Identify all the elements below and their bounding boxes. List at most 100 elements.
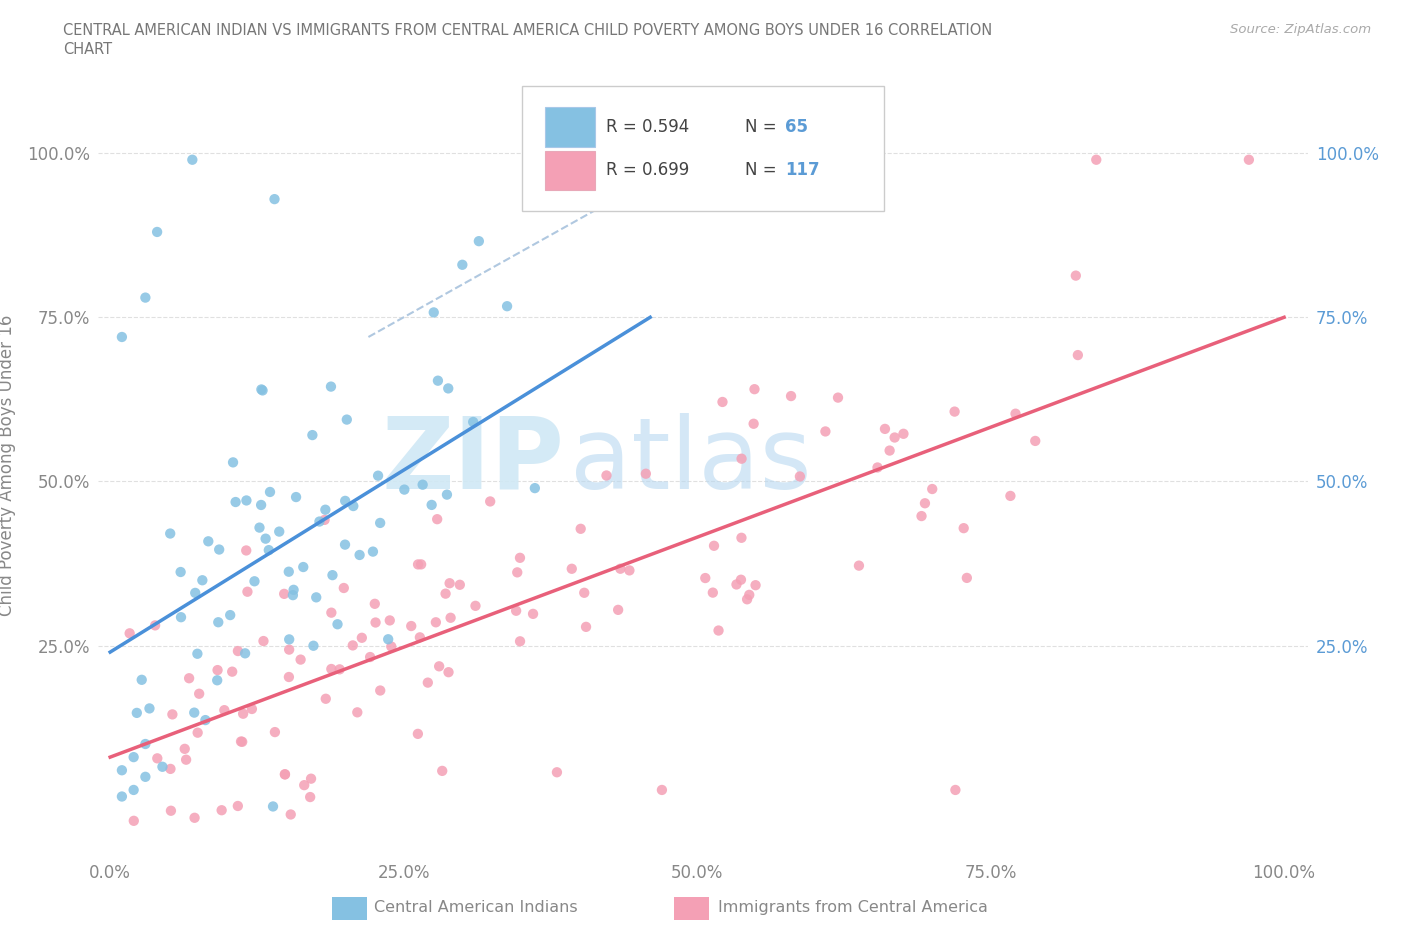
- Point: [730, 572, 752, 587]
- Point: [914, 496, 936, 511]
- Point: [264, 724, 287, 739]
- Point: [134, 737, 156, 751]
- Point: [464, 598, 486, 613]
- Point: [299, 790, 322, 804]
- Point: [235, 543, 257, 558]
- Point: [336, 412, 359, 427]
- Point: [179, 671, 201, 685]
- Point: [394, 482, 416, 497]
- Point: [118, 626, 141, 641]
- Point: [416, 675, 439, 690]
- Point: [411, 557, 433, 572]
- Point: [574, 585, 596, 600]
- Point: [451, 258, 474, 272]
- Text: ZIP: ZIP: [381, 413, 564, 510]
- Point: [252, 383, 274, 398]
- Point: [342, 498, 364, 513]
- Point: [125, 706, 148, 721]
- Text: N =: N =: [745, 118, 782, 136]
- Text: R = 0.699: R = 0.699: [606, 162, 689, 179]
- Point: [943, 405, 966, 419]
- Point: [730, 530, 752, 545]
- Point: [274, 767, 297, 782]
- Point: [546, 764, 568, 779]
- Point: [254, 531, 277, 546]
- Point: [609, 562, 631, 577]
- Point: [146, 751, 169, 765]
- Point: [221, 664, 243, 679]
- Point: [277, 670, 299, 684]
- Point: [634, 466, 657, 481]
- Point: [187, 725, 209, 740]
- Point: [169, 565, 191, 579]
- Point: [290, 652, 312, 667]
- Point: [735, 591, 758, 606]
- Point: [437, 381, 460, 396]
- Point: [235, 493, 257, 508]
- Point: [231, 735, 253, 750]
- Point: [134, 290, 156, 305]
- Point: [326, 617, 349, 631]
- Point: [262, 799, 284, 814]
- Point: [651, 782, 673, 797]
- Point: [814, 424, 837, 439]
- Point: [952, 521, 974, 536]
- Point: [232, 706, 254, 721]
- Point: [420, 498, 443, 512]
- Point: [225, 495, 247, 510]
- Point: [505, 604, 527, 618]
- Text: 65: 65: [785, 118, 808, 136]
- Point: [921, 482, 943, 497]
- Point: [152, 759, 174, 774]
- Point: [229, 734, 252, 749]
- Point: [439, 576, 461, 591]
- Point: [707, 623, 730, 638]
- Point: [131, 672, 153, 687]
- Point: [1024, 433, 1046, 448]
- Point: [412, 477, 434, 492]
- Point: [523, 481, 546, 496]
- Point: [194, 712, 217, 727]
- Point: [910, 509, 932, 524]
- Point: [285, 489, 308, 504]
- Point: [361, 544, 384, 559]
- Point: [744, 381, 766, 396]
- Point: [321, 661, 343, 676]
- Point: [226, 644, 249, 658]
- Point: [170, 610, 193, 625]
- Point: [259, 485, 281, 499]
- Point: [321, 605, 343, 620]
- Point: [377, 631, 399, 646]
- Point: [879, 443, 901, 458]
- Point: [205, 672, 228, 687]
- Point: [364, 615, 387, 630]
- Point: [162, 707, 184, 722]
- Point: [1237, 153, 1260, 167]
- Point: [506, 565, 529, 579]
- Point: [595, 468, 617, 483]
- Text: Central American Indians: Central American Indians: [374, 900, 578, 915]
- Point: [219, 607, 242, 622]
- FancyBboxPatch shape: [544, 107, 595, 147]
- Point: [226, 799, 249, 814]
- Point: [695, 571, 717, 586]
- Point: [197, 534, 219, 549]
- Point: [184, 586, 207, 601]
- Text: R = 0.594: R = 0.594: [606, 118, 689, 136]
- Text: 117: 117: [785, 162, 820, 179]
- Point: [463, 415, 485, 430]
- Point: [314, 502, 336, 517]
- Point: [333, 580, 356, 595]
- Point: [364, 596, 387, 611]
- Point: [315, 691, 337, 706]
- Text: Source: ZipAtlas.com: Source: ZipAtlas.com: [1230, 23, 1371, 36]
- Point: [319, 379, 342, 394]
- Point: [299, 771, 322, 786]
- Point: [250, 382, 273, 397]
- Point: [1004, 406, 1026, 421]
- Point: [249, 520, 271, 535]
- Point: [380, 639, 402, 654]
- Point: [188, 686, 211, 701]
- FancyBboxPatch shape: [332, 897, 367, 920]
- Point: [439, 610, 461, 625]
